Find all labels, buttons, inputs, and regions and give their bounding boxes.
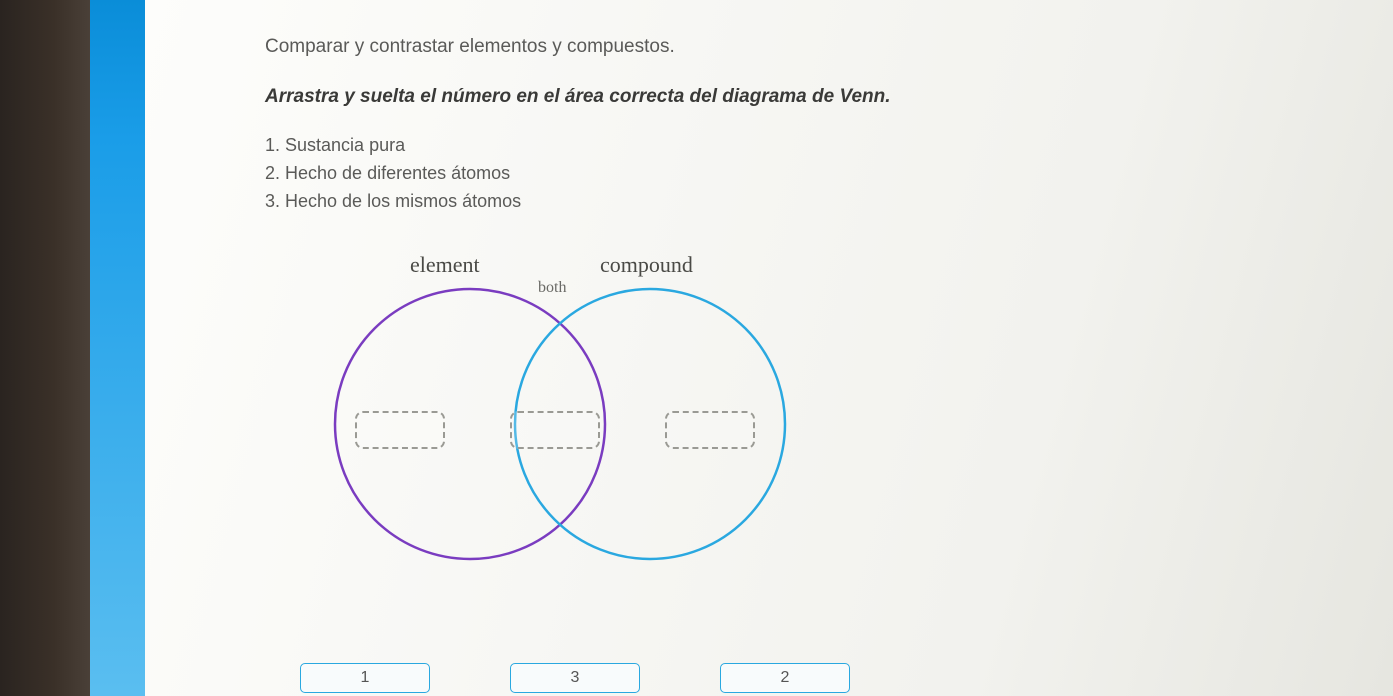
draggable-token[interactable]: 2: [720, 663, 850, 693]
statement-list: 1. Sustancia pura 2. Hecho de diferentes…: [265, 132, 1333, 216]
list-item: 3. Hecho de los mismos átomos: [265, 188, 1333, 216]
venn-left-label: element: [410, 252, 480, 278]
draggable-tokens-row: 1 3 2: [300, 663, 850, 693]
draggable-token[interactable]: 1: [300, 663, 430, 693]
page-content: Comparar y contrastar elementos y compue…: [145, 0, 1393, 696]
venn-right-label: compound: [600, 252, 693, 278]
venn-diagram: element compound both: [295, 234, 815, 564]
venn-center-label: both: [538, 279, 566, 297]
sidebar-blue-strip: [90, 0, 145, 696]
draggable-token[interactable]: 3: [510, 663, 640, 693]
list-item: 1. Sustancia pura: [265, 132, 1333, 160]
screen-bezel-left: [0, 0, 90, 696]
drop-zone-compound[interactable]: [665, 411, 755, 449]
question-instruction: Arrastra y suelta el número en el área c…: [265, 86, 1333, 108]
question-prompt: Comparar y contrastar elementos y compue…: [265, 36, 1333, 58]
drop-zone-element[interactable]: [355, 411, 445, 449]
list-item: 2. Hecho de diferentes átomos: [265, 160, 1333, 188]
drop-zone-both[interactable]: [510, 411, 600, 449]
